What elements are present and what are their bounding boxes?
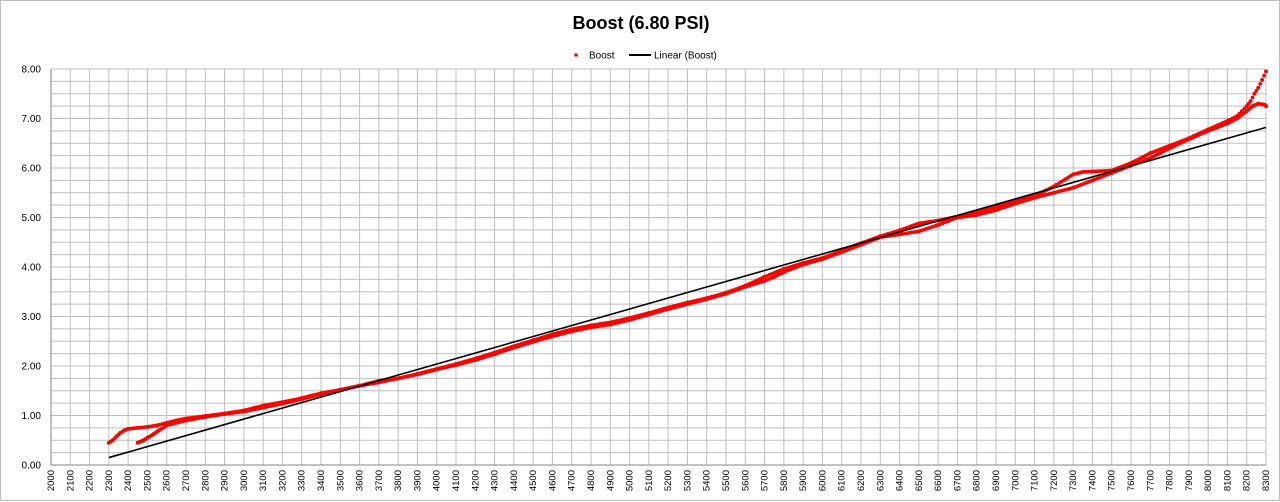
x-tick-label: 2300: [104, 470, 115, 491]
x-tick-label: 3000: [239, 470, 250, 491]
x-tick-label: 3400: [316, 470, 327, 491]
x-tick-label: 2700: [181, 470, 192, 491]
y-tick-label: 4.00: [22, 263, 42, 274]
y-tick-label: 6.00: [22, 164, 42, 175]
x-tick-label: 3300: [297, 470, 308, 491]
legend-label-boost: Boost: [589, 51, 615, 62]
x-tick-label: 8100: [1222, 470, 1233, 491]
x-tick-label: 4000: [432, 470, 443, 491]
x-tick-label: 5500: [721, 470, 732, 491]
x-tick-label: 5600: [740, 470, 751, 491]
data-point-boost: [1262, 73, 1266, 78]
y-tick-label: 2.00: [22, 362, 42, 373]
x-tick-label: 5800: [779, 470, 790, 491]
x-tick-label: 5100: [644, 470, 655, 491]
x-tick-label: 3500: [335, 470, 346, 491]
x-tick-label: 2600: [162, 470, 173, 491]
x-tick-label: 2400: [123, 470, 134, 491]
data-point-boost: [1256, 85, 1261, 90]
x-tick-label: 7600: [1126, 470, 1137, 491]
x-tick-label: 6200: [856, 470, 867, 491]
x-tick-label: 4900: [605, 470, 616, 491]
x-tick-label: 6800: [972, 470, 983, 491]
grid: [50, 68, 1267, 466]
x-tick-label: 7800: [1165, 470, 1176, 491]
x-tick-label: 2500: [142, 470, 153, 491]
x-tick-label: 3900: [412, 470, 423, 491]
x-tick-label: 4100: [451, 470, 462, 491]
x-tick-label: 7400: [1087, 470, 1098, 491]
x-tick-label: 7300: [1068, 470, 1079, 491]
data-point-boost: [1264, 69, 1268, 74]
legend: Boost Linear (Boost): [574, 51, 717, 62]
y-tick-label: 1.00: [22, 411, 42, 422]
x-tick-label: 5200: [663, 470, 674, 491]
x-tick-label: 2900: [220, 470, 231, 491]
x-tick-label: 6900: [991, 470, 1002, 491]
data-point-boost: [1264, 104, 1268, 109]
data-point-boost: [1242, 106, 1247, 111]
x-tick-label: 4600: [547, 470, 558, 491]
x-tick-label: 3800: [393, 470, 404, 491]
x-tick-label: 2100: [65, 470, 76, 491]
x-tick-label: 5400: [702, 470, 713, 491]
data-point-boost: [1258, 81, 1263, 86]
y-tick-label: 0.00: [22, 461, 42, 472]
x-tick-label: 6300: [875, 470, 886, 491]
x-tick-label: 8200: [1242, 470, 1253, 491]
x-tick-label: 3200: [277, 470, 288, 491]
y-tick-label: 7.00: [22, 114, 42, 125]
x-tick-label: 3600: [355, 470, 366, 491]
x-tick-label: 5000: [625, 470, 636, 491]
x-tick-label: 8000: [1203, 470, 1214, 491]
y-tick-label: 5.00: [22, 213, 42, 224]
x-tick-label: 2800: [200, 470, 211, 491]
x-tick-label: 5300: [682, 470, 693, 491]
x-tick-label: 4500: [528, 470, 539, 491]
data-point-boost: [1254, 88, 1259, 93]
legend-label-trend: Linear (Boost): [654, 51, 717, 62]
chart-title: Boost (6.80 PSI): [572, 13, 709, 33]
x-tick-label: 7200: [1049, 470, 1060, 491]
x-tick-label: 5700: [760, 470, 771, 491]
x-tick-label: 6600: [933, 470, 944, 491]
x-tick-label: 3700: [374, 470, 385, 491]
legend-marker-boost: [574, 53, 578, 57]
x-tick-label: 4800: [586, 470, 597, 491]
x-tick-label: 2000: [46, 470, 57, 491]
x-tick-label: 7100: [1030, 470, 1041, 491]
y-tick-label: 3.00: [22, 312, 42, 323]
y-tick-label: 8.00: [22, 65, 42, 76]
x-tick-label: 3100: [258, 470, 269, 491]
x-tick-label: 6100: [837, 470, 848, 491]
data-point-boost: [1252, 91, 1257, 96]
x-tick-label: 4300: [490, 470, 501, 491]
trendline-linear-boost: [108, 126, 1267, 459]
x-tick-label: 7700: [1145, 470, 1156, 491]
x-tick-label: 4400: [509, 470, 520, 491]
x-tick-label: 4700: [567, 470, 578, 491]
x-tick-label: 6000: [817, 470, 828, 491]
x-tick-label: 6500: [914, 470, 925, 491]
x-tick-label: 7500: [1107, 470, 1118, 491]
x-tick-label: 4200: [470, 470, 481, 491]
plot-area: [106, 69, 1268, 459]
x-tick-label: 8300: [1261, 470, 1272, 491]
data-point-boost: [1248, 99, 1253, 104]
data-point-boost: [1260, 77, 1265, 82]
x-tick-label: 7000: [1010, 470, 1021, 491]
data-point-boost: [1250, 95, 1255, 100]
x-tick-label: 2200: [85, 470, 96, 491]
x-tick-label: 7900: [1184, 470, 1195, 491]
x-tick-label: 6700: [952, 470, 963, 491]
x-tick-label: 5900: [798, 470, 809, 491]
axes: 0.00 1.00 2.00 3.00 4.00 5.00 6.00 7.00 8.00 2000…: [22, 65, 1272, 492]
x-tick-label: 6400: [895, 470, 906, 491]
